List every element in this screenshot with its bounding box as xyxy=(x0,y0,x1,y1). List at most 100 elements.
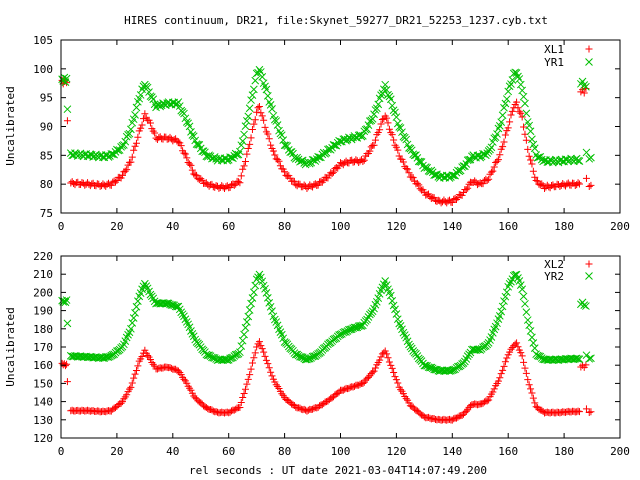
data-point-xl1 xyxy=(377,120,385,128)
data-point-xl2 xyxy=(496,374,504,382)
data-point-xl1 xyxy=(582,174,590,182)
data-point-yr2 xyxy=(268,307,276,315)
data-point-yr2 xyxy=(131,308,139,317)
x-tick-label: 200 xyxy=(610,445,630,458)
data-point-xl1 xyxy=(507,111,515,119)
data-point-xl1 xyxy=(508,107,516,115)
data-point-yr2 xyxy=(395,319,404,328)
data-point-yr2 xyxy=(461,357,469,366)
top-panel: 75 80 85 90 95 100 105 0 20 40 60 80 100 120 140 160 18… xyxy=(4,34,630,233)
data-point-xl2 xyxy=(503,354,511,362)
data-point-xl2 xyxy=(125,385,133,393)
data-point-xl2 xyxy=(381,347,389,355)
data-point-yr2 xyxy=(251,281,260,290)
data-point-xl2 xyxy=(514,343,522,351)
data-point-xl2 xyxy=(257,342,265,350)
data-point-xl2 xyxy=(248,359,256,367)
data-point-xl1 xyxy=(314,181,322,189)
data-point-xl1 xyxy=(118,171,126,179)
data-point-yr1 xyxy=(250,85,258,94)
data-point-xl1 xyxy=(261,123,269,131)
data-point-yr2 xyxy=(412,349,420,358)
data-point-yr1 xyxy=(266,100,275,109)
data-point-yr2 xyxy=(129,314,138,322)
legend-marker-symbol xyxy=(585,45,593,53)
data-point-yr1 xyxy=(258,73,267,81)
data-point-xl1 xyxy=(141,110,149,118)
data-point-xl2 xyxy=(575,408,583,416)
data-point-yr1 xyxy=(145,88,153,96)
data-point-xl2 xyxy=(364,373,372,381)
data-point-yr1 xyxy=(483,149,492,158)
data-point-xl2 xyxy=(369,368,377,376)
data-point-yr1 xyxy=(507,80,515,88)
data-point-yr1 xyxy=(174,98,183,106)
y-tick-label: 85 xyxy=(40,149,53,162)
data-point-xl1 xyxy=(250,120,258,128)
data-point-xl1 xyxy=(303,184,311,192)
data-point-xl2 xyxy=(141,346,149,354)
data-point-yr1 xyxy=(226,153,234,161)
data-point-yr1 xyxy=(514,72,522,81)
data-point-xl2 xyxy=(525,381,533,389)
data-point-yr2 xyxy=(391,305,399,314)
bottom-panel: 120 130 140 150 160 170 180 190 200 210 220 0 20 40 6… xyxy=(4,250,630,458)
data-point-xl1 xyxy=(430,194,438,202)
data-point-xl2 xyxy=(385,358,393,366)
data-point-xl2 xyxy=(485,396,493,404)
data-point-xl1 xyxy=(587,181,595,189)
data-point-yr1 xyxy=(136,91,145,99)
x-tick-label: 60 xyxy=(222,220,235,233)
data-point-xl2 xyxy=(402,395,410,403)
data-point-yr1 xyxy=(386,95,395,104)
data-point-xl1 xyxy=(269,147,277,155)
data-point-xl1 xyxy=(520,123,528,131)
data-point-yr2 xyxy=(587,354,595,363)
data-point-yr2 xyxy=(393,315,402,324)
data-point-yr2 xyxy=(203,351,212,360)
data-point-xl1 xyxy=(193,171,201,179)
data-point-xl1 xyxy=(131,142,139,150)
data-point-yr2 xyxy=(515,277,524,285)
data-point-yr1 xyxy=(370,110,378,119)
data-point-xl2 xyxy=(371,364,379,372)
data-point-xl1 xyxy=(448,199,456,207)
data-point-yr1 xyxy=(486,145,494,154)
data-point-yr2 xyxy=(296,352,304,361)
data-point-xl2 xyxy=(118,398,126,406)
data-point-xl1 xyxy=(504,124,512,132)
data-point-yr1 xyxy=(530,144,539,153)
data-point-xl1 xyxy=(399,158,407,166)
data-point-yr1 xyxy=(268,105,276,113)
x-tick-label: 180 xyxy=(554,445,574,458)
data-point-xl2 xyxy=(265,364,273,372)
data-point-yr1 xyxy=(244,112,253,121)
data-point-xl1 xyxy=(130,146,138,154)
data-point-yr2 xyxy=(231,350,240,359)
x-tick-label: 140 xyxy=(442,220,462,233)
data-point-yr1 xyxy=(582,82,590,91)
data-point-yr2 xyxy=(575,355,584,364)
data-point-yr2 xyxy=(226,354,234,363)
y-tick-label: 220 xyxy=(33,250,53,263)
data-point-xl1 xyxy=(378,115,386,123)
x-tick-label: 0 xyxy=(58,445,65,458)
data-point-yr2 xyxy=(247,299,255,308)
data-point-yr1 xyxy=(273,121,282,129)
data-point-yr1 xyxy=(147,93,156,102)
data-point-yr2 xyxy=(407,344,416,353)
data-point-xl2 xyxy=(490,385,498,393)
data-point-yr2 xyxy=(474,345,483,354)
data-point-xl2 xyxy=(483,397,491,405)
x-axis-label: rel seconds : UT date 2021-03-04T14:07:4… xyxy=(189,464,487,477)
x-tick-label: 100 xyxy=(331,445,351,458)
data-point-xl2 xyxy=(529,394,537,402)
data-point-xl1 xyxy=(515,108,523,116)
data-point-yr2 xyxy=(63,319,72,328)
x-tick-label: 60 xyxy=(222,445,235,458)
data-point-yr1 xyxy=(525,121,534,130)
data-point-yr1 xyxy=(508,76,517,84)
data-point-xl1 xyxy=(514,104,522,112)
data-point-xl1 xyxy=(490,163,498,171)
data-point-xl1 xyxy=(248,126,256,134)
